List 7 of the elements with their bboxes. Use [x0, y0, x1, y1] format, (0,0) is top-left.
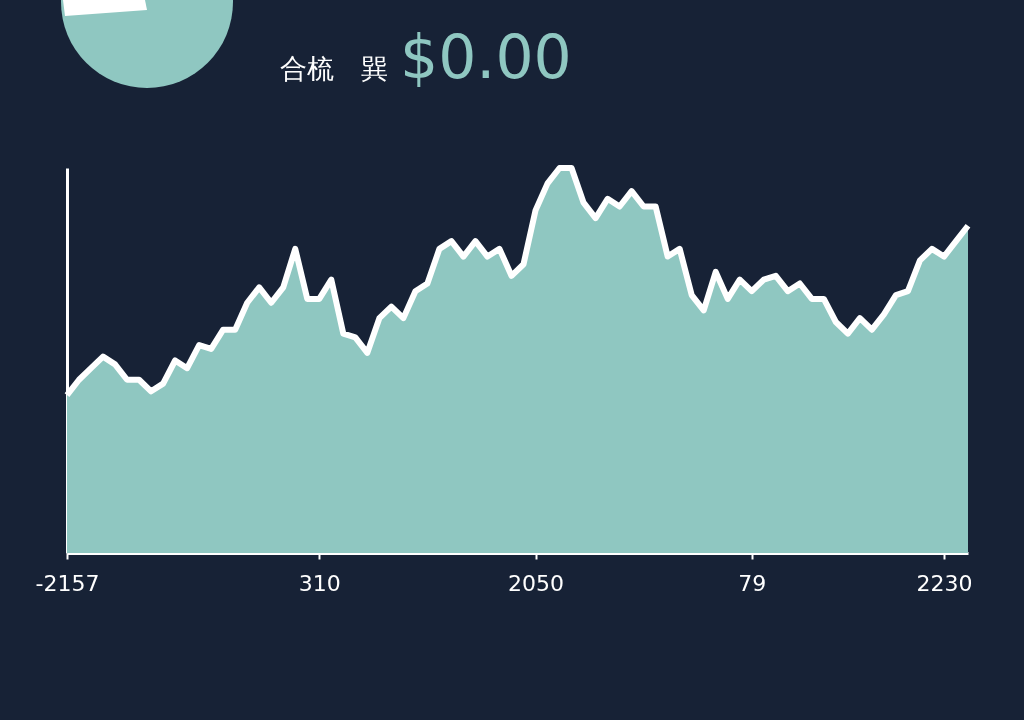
x-tick-label: 79	[738, 570, 767, 596]
x-tick-label: 2050	[508, 570, 565, 596]
x-tick-label: 2230	[916, 570, 973, 596]
chart-subtitle: $0.00	[400, 22, 572, 92]
chart-title: 合梳 巽	[280, 52, 388, 86]
x-tick-label: -2157	[35, 570, 100, 596]
x-tick-label: 310	[298, 570, 341, 596]
